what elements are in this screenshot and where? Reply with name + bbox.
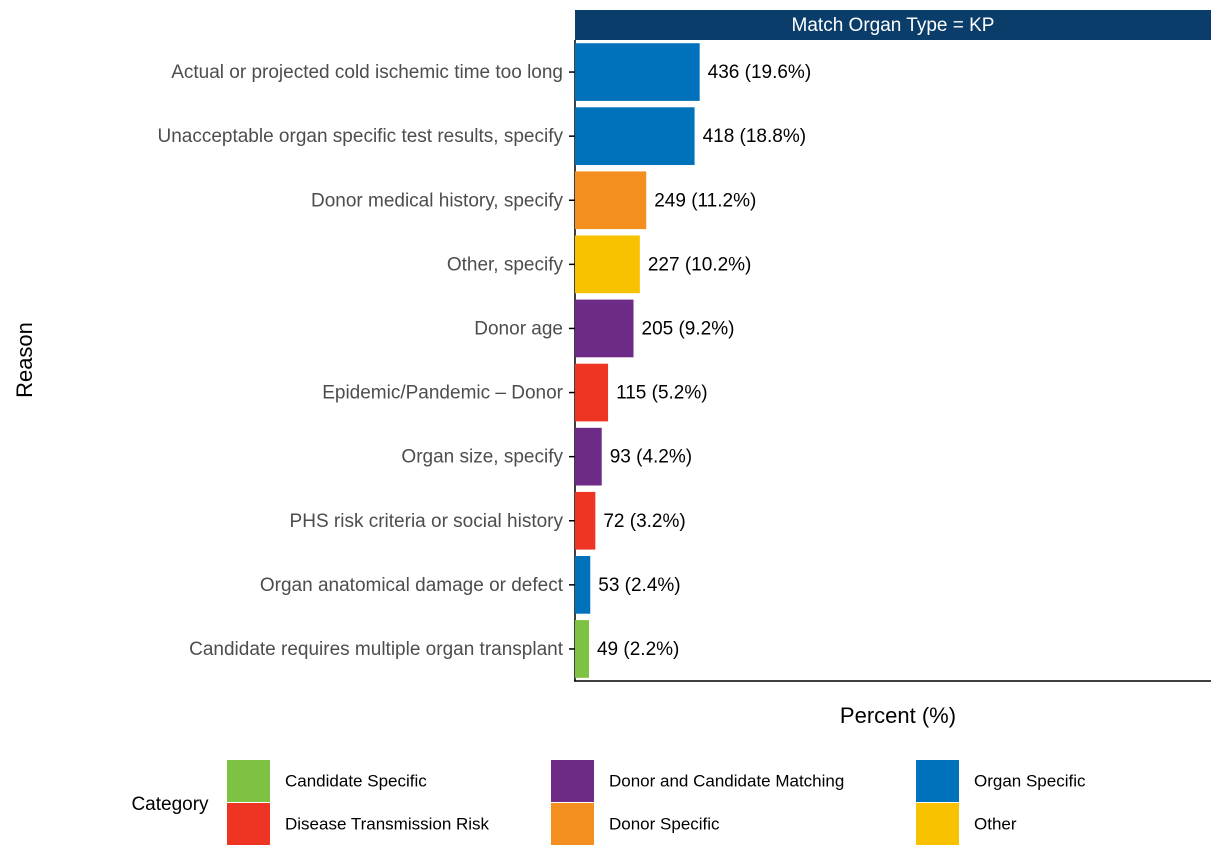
legend-key <box>227 760 270 802</box>
bar <box>575 556 591 614</box>
value-label: 93 (4.2%) <box>610 447 692 468</box>
y-tick-label: Epidemic/Pandemic – Donor <box>322 383 563 404</box>
value-label: 72 (3.2%) <box>603 511 685 532</box>
bar <box>575 427 602 486</box>
legend-label: Candidate Specific <box>285 771 427 790</box>
value-label: 49 (2.2%) <box>597 639 679 660</box>
y-tick-label: Other, specify <box>447 254 564 275</box>
y-axis-label: Reason <box>12 322 37 398</box>
value-label: 227 (10.2%) <box>648 254 752 275</box>
bar <box>575 620 589 678</box>
bar <box>575 107 695 165</box>
bar <box>575 363 609 422</box>
legend-key <box>916 760 959 802</box>
legend-key <box>551 803 594 845</box>
y-tick-label: Donor age <box>474 318 563 339</box>
y-tick-label: Actual or projected cold ischemic time t… <box>171 62 563 83</box>
value-label: 418 (18.8%) <box>703 126 807 147</box>
facet-strip <box>575 10 1211 40</box>
facet-title: Match Organ Type = KP <box>792 15 995 36</box>
y-tick-label: PHS risk criteria or social history <box>290 511 564 532</box>
legend-key <box>916 803 959 845</box>
value-label: 249 (11.2%) <box>654 190 756 211</box>
legend-key <box>227 803 270 845</box>
bar <box>575 171 647 230</box>
bar <box>575 43 700 101</box>
legend-title: Category <box>131 794 209 815</box>
y-tick-label: Organ anatomical damage or defect <box>260 575 564 596</box>
value-label: 115 (5.2%) <box>616 383 708 404</box>
legend-label: Organ Specific <box>974 771 1086 790</box>
value-label: 53 (2.4%) <box>598 575 680 596</box>
legend-label: Disease Transmission Risk <box>285 814 490 833</box>
y-tick-label: Donor medical history, specify <box>311 190 564 211</box>
legend-label: Donor and Candidate Matching <box>609 771 844 790</box>
bar <box>575 299 634 358</box>
value-label: 436 (19.6%) <box>708 62 812 83</box>
legend-label: Donor Specific <box>609 814 720 833</box>
value-label: 205 (9.2%) <box>642 318 735 339</box>
y-tick-label: Unacceptable organ specific test results… <box>157 126 563 147</box>
bar <box>575 235 640 294</box>
legend-label: Other <box>974 814 1017 833</box>
bar <box>575 491 596 550</box>
legend-key <box>551 760 594 802</box>
y-tick-label: Organ size, specify <box>401 447 563 468</box>
x-axis-label: Percent (%) <box>840 703 956 728</box>
y-tick-label: Candidate requires multiple organ transp… <box>189 639 564 660</box>
